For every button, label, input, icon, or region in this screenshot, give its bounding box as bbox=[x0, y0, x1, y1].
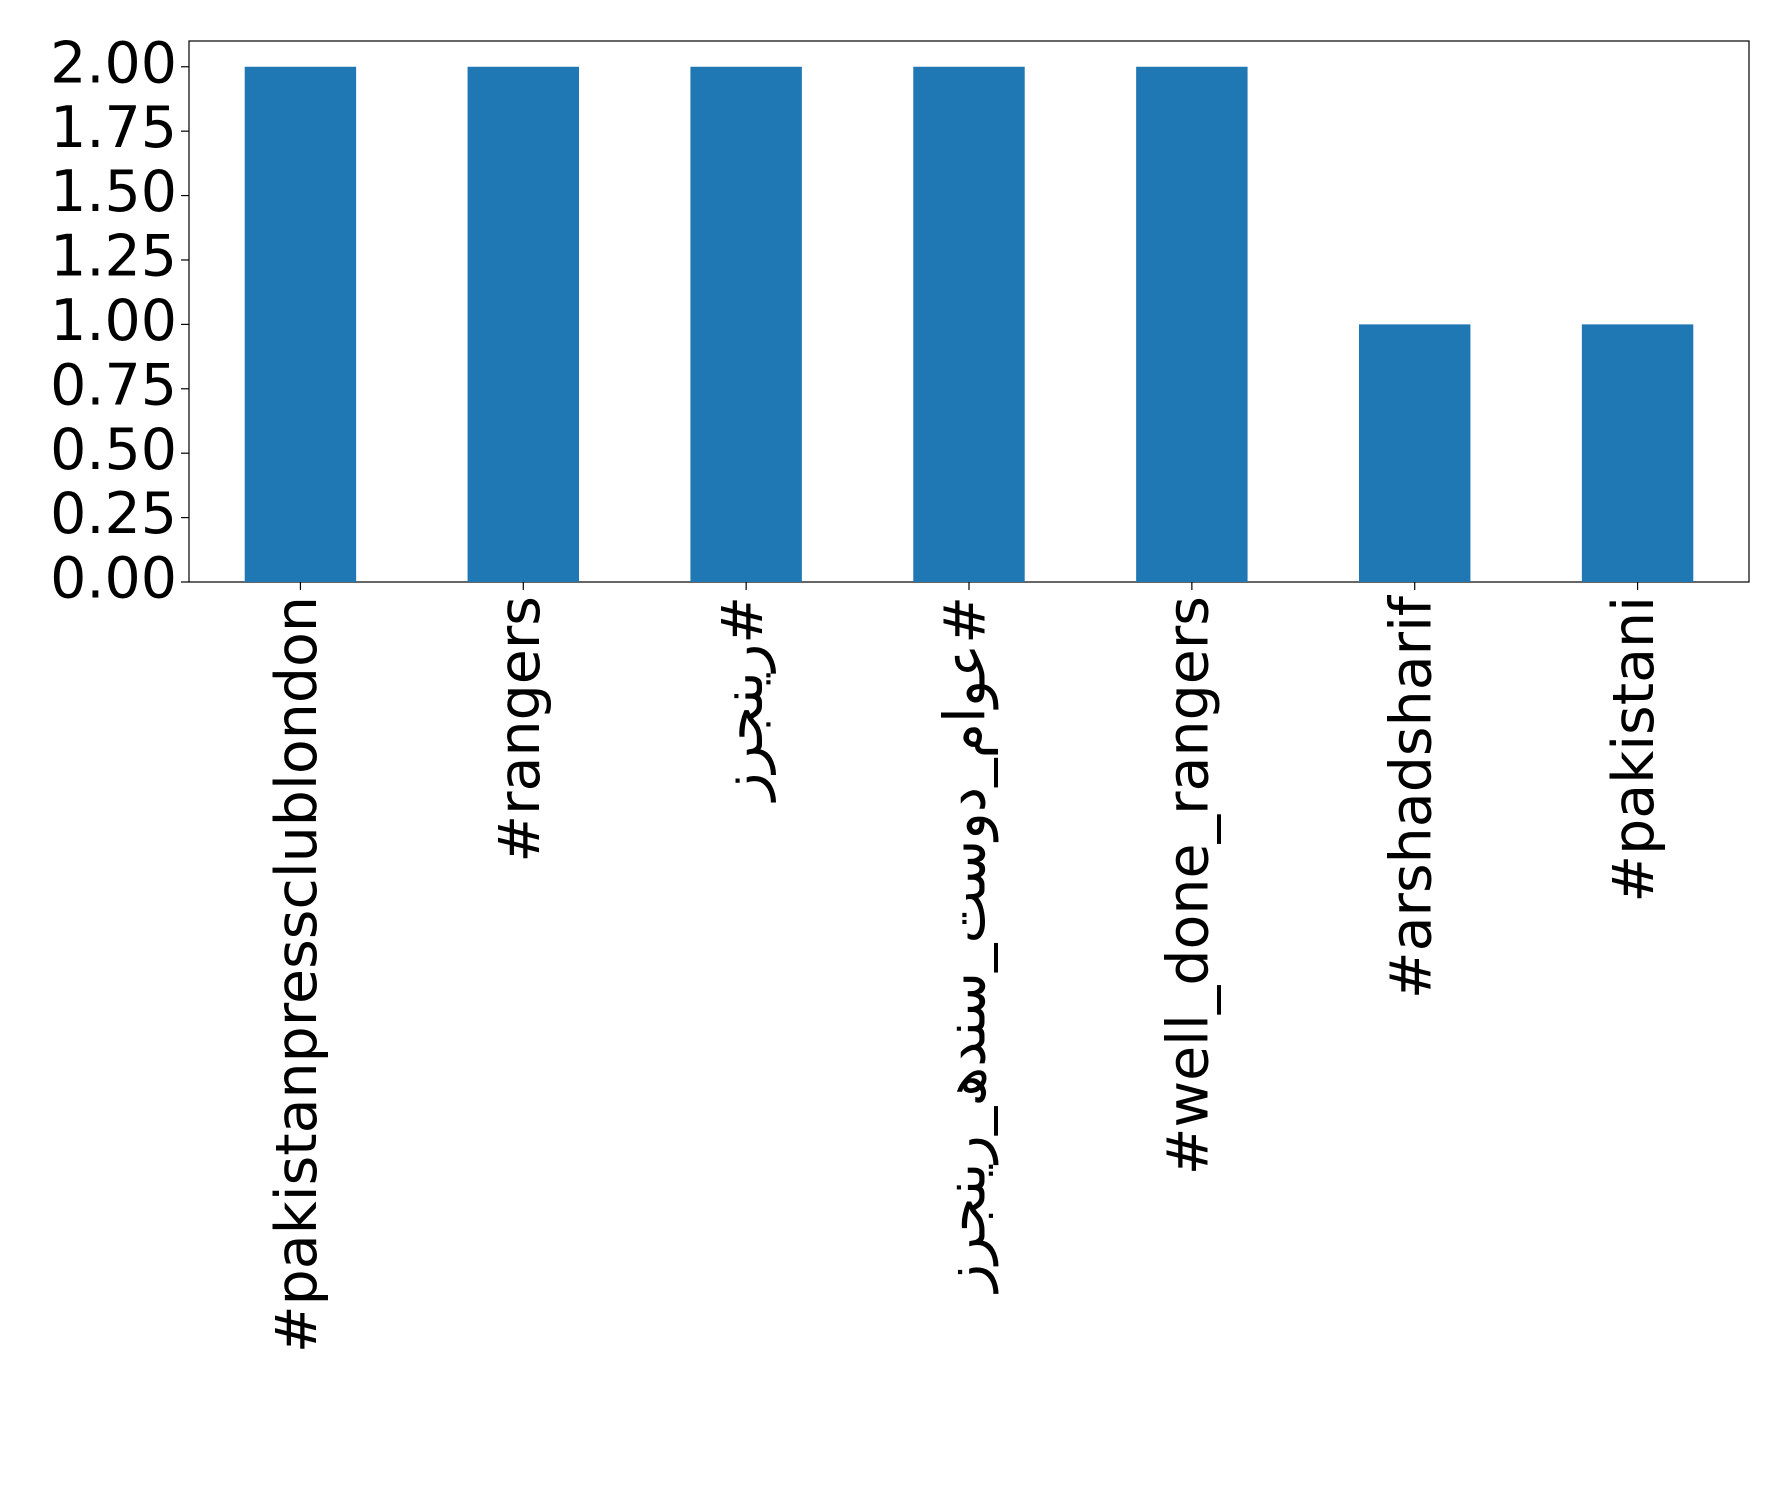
bar bbox=[1359, 324, 1471, 582]
y-tick-label: 1.00 bbox=[50, 288, 177, 354]
x-tick-label: #pakistanpressclublondon bbox=[264, 596, 330, 1353]
x-tick-label: #arshadsharif bbox=[1378, 594, 1444, 999]
x-tick-label: #well_done_rangers bbox=[1155, 596, 1221, 1175]
x-tick-label: #pakistani bbox=[1601, 596, 1667, 903]
bar bbox=[244, 66, 357, 582]
x-tick-label: #rangers bbox=[487, 596, 553, 863]
y-tick-label: 2.00 bbox=[50, 30, 177, 96]
bar bbox=[467, 66, 579, 582]
y-tick-label: 0.50 bbox=[50, 417, 177, 483]
x-tick-label: #رینجرز bbox=[710, 596, 776, 803]
bar bbox=[1581, 324, 1694, 582]
y-tick-label: 0.00 bbox=[50, 546, 177, 612]
y-tick-label: 0.25 bbox=[50, 481, 177, 547]
bar bbox=[690, 66, 802, 582]
bar bbox=[1136, 66, 1248, 582]
x-tick-label: #عوام_دوست_سندھ_رینجرز bbox=[933, 596, 999, 1295]
bar bbox=[913, 66, 1025, 582]
y-tick-label: 1.50 bbox=[50, 159, 177, 225]
y-tick-label: 0.75 bbox=[50, 352, 177, 418]
y-tick-label: 1.75 bbox=[50, 95, 177, 161]
y-tick-label: 1.25 bbox=[50, 224, 177, 290]
